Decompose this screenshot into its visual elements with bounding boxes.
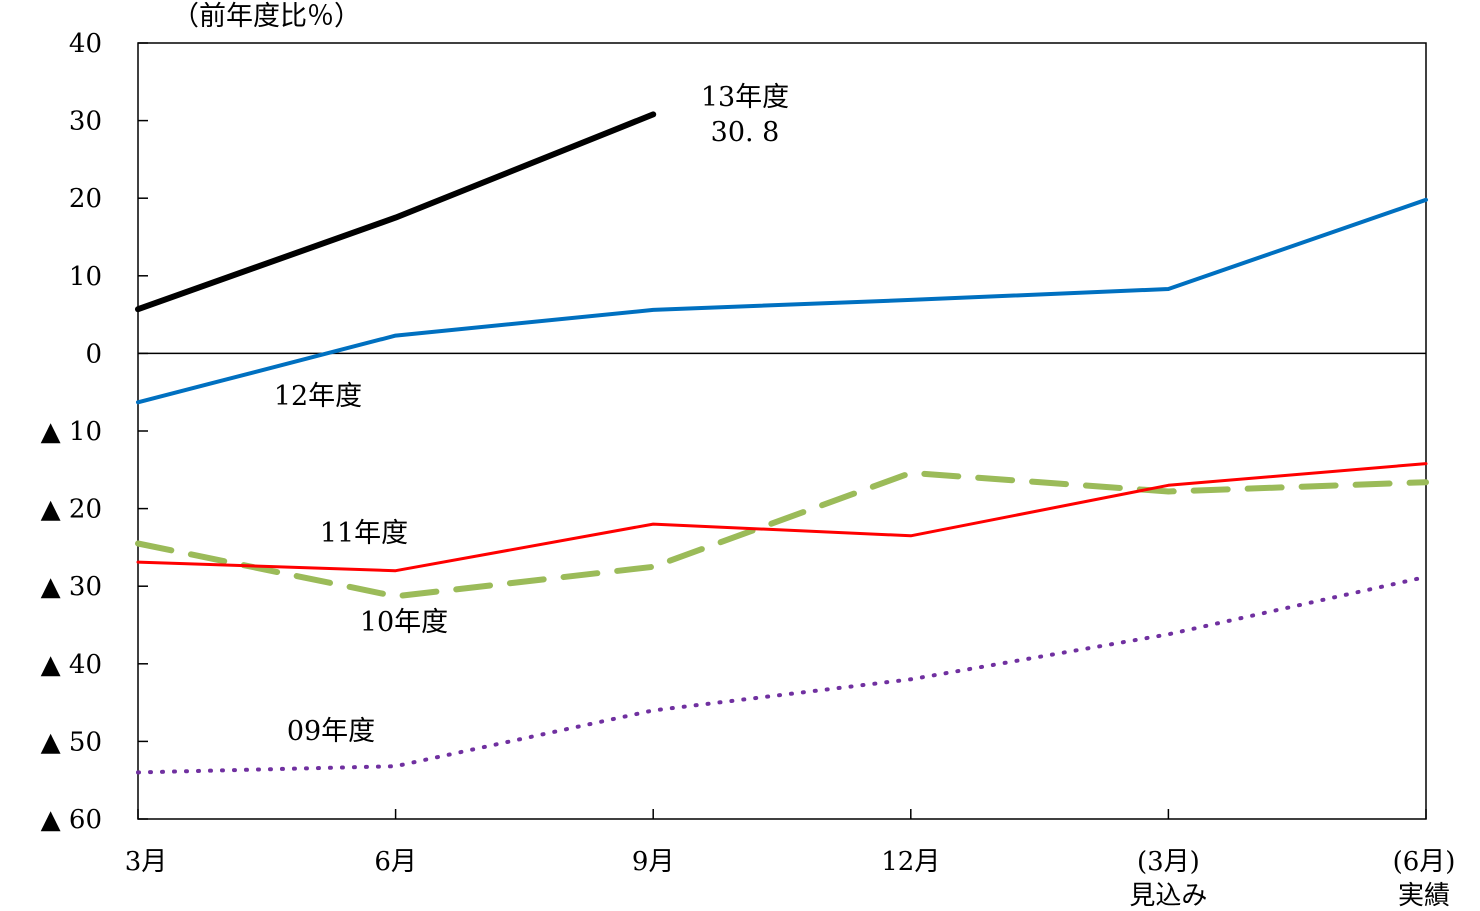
- y-tick-label: ▲ 60: [41, 805, 102, 835]
- y-tick-label: 20: [69, 184, 102, 214]
- x-tick-label: 12月: [881, 847, 940, 877]
- x-tick-sublabel: 見込み: [1129, 881, 1207, 911]
- y-tick-label: ▲ 30: [41, 572, 102, 602]
- series-annotation: 11年度: [320, 518, 408, 549]
- y-tick-label: 0: [85, 339, 102, 369]
- x-tick-label: (3月): [1137, 847, 1200, 877]
- series-line-12年度: [136, 197, 1428, 405]
- y-tick-label: ▲ 10: [41, 417, 102, 447]
- plot-frame: [137, 42, 1427, 820]
- x-tick-sublabel: 実績: [1398, 881, 1450, 911]
- series-line-11年度: [136, 462, 1428, 573]
- y-tick-label: ▲ 20: [41, 495, 102, 525]
- y-axis-ticks: 40 30 20 10 0 ▲ 10 ▲ 20 ▲ 30 ▲ 40 ▲ 50 ▲ 60: [41, 29, 148, 835]
- series-line-13年度: [135, 111, 657, 313]
- y-tick-label: ▲ 40: [41, 650, 102, 680]
- series-annotation: 30. 8: [711, 117, 780, 148]
- y-tick-label: 10: [69, 262, 102, 292]
- y-tick-label: 30: [69, 107, 102, 137]
- x-tick-label: 6月: [374, 847, 417, 877]
- series-line-10年度: [135, 469, 1429, 600]
- y-tick-label: 40: [69, 29, 102, 59]
- y-axis-unit-label: （前年度比％）: [172, 1, 361, 32]
- axes: [137, 42, 1427, 820]
- x-tick-label: 3月: [125, 847, 168, 877]
- annotation-layer: 13年度 30. 8 12年度 11年度 10年度 09年度: [274, 82, 789, 747]
- series-annotation: 12年度: [274, 381, 362, 412]
- series-line-09年度: [136, 574, 1428, 775]
- series-annotation: 09年度: [287, 716, 375, 747]
- x-tick-label: 9月: [632, 847, 675, 877]
- x-tick-label: (6月): [1393, 847, 1456, 877]
- y-tick-label: ▲ 50: [41, 727, 102, 757]
- x-axis-ticks: 3月 6月 9月 12月 (3月) 見込み (6月) 実績: [125, 809, 1456, 911]
- series-annotation: 13年度: [701, 82, 789, 113]
- series-annotation: 10年度: [360, 607, 448, 638]
- series-layer: [135, 111, 1429, 775]
